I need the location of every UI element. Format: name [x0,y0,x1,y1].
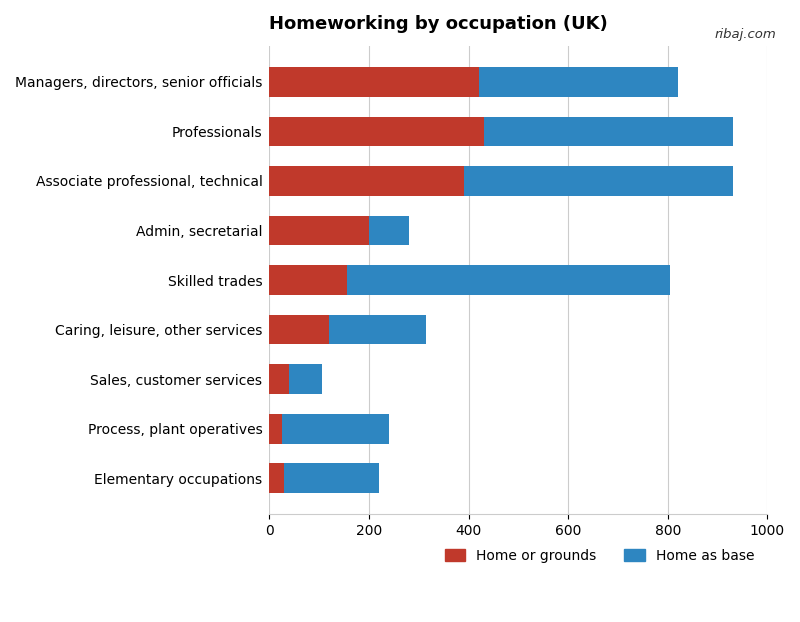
Legend: Home or grounds, Home as base: Home or grounds, Home as base [439,543,761,569]
Bar [270,166,463,196]
Bar [270,315,329,345]
Bar [478,67,678,96]
Text: Homeworking by occupation (UK): Homeworking by occupation (UK) [270,15,608,33]
Bar [346,265,670,295]
Bar [270,116,483,146]
Bar [282,414,389,443]
Bar [369,216,409,245]
Bar [284,463,379,493]
Text: ribaj.com: ribaj.com [714,28,776,41]
Bar [329,315,426,345]
Bar [463,166,733,196]
Bar [483,116,733,146]
Bar [290,364,322,394]
Bar [270,216,369,245]
Bar [270,463,284,493]
Bar [270,265,346,295]
Bar [270,364,290,394]
Bar [270,67,478,96]
Bar [270,414,282,443]
